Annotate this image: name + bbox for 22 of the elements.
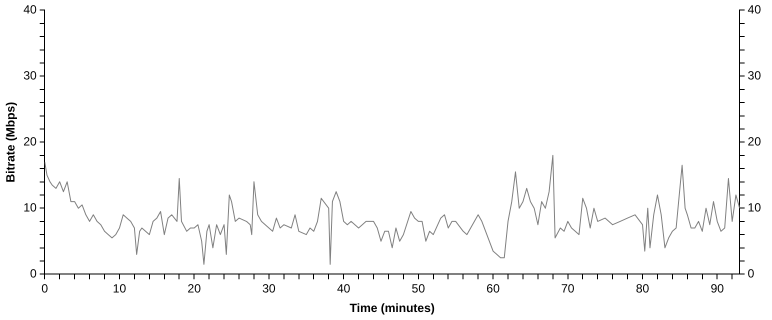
x-tick-label: 80 <box>636 282 650 296</box>
y-tick-label: 10 <box>23 200 38 215</box>
x-tick-label: 10 <box>112 282 126 296</box>
y2-tick-label: 30 <box>748 68 762 83</box>
x-tick-label: 30 <box>262 282 276 296</box>
y2-tick-label: 10 <box>748 200 762 215</box>
x-tick-label: 50 <box>412 282 426 296</box>
x-tick-label: 0 <box>41 282 48 296</box>
y-tick-label: 40 <box>23 2 38 17</box>
x-axis-title: Time (minutes) <box>350 301 435 316</box>
y2-tick-label: 40 <box>748 2 762 17</box>
x-tick-label: 90 <box>710 282 724 296</box>
y2-tick-label: 0 <box>748 266 755 281</box>
y-tick-label: 0 <box>30 266 38 281</box>
x-tick-label: 20 <box>188 282 202 296</box>
y-axis-title: Bitrate (Mbps) <box>4 102 18 183</box>
y-tick-label: 20 <box>23 134 38 149</box>
y-tick-label: 30 <box>23 68 38 83</box>
x-tick-label: 40 <box>336 282 351 296</box>
x-tick-label: 70 <box>561 282 575 296</box>
y2-tick-label: 20 <box>748 134 762 149</box>
x-tick-label: 60 <box>486 282 500 296</box>
